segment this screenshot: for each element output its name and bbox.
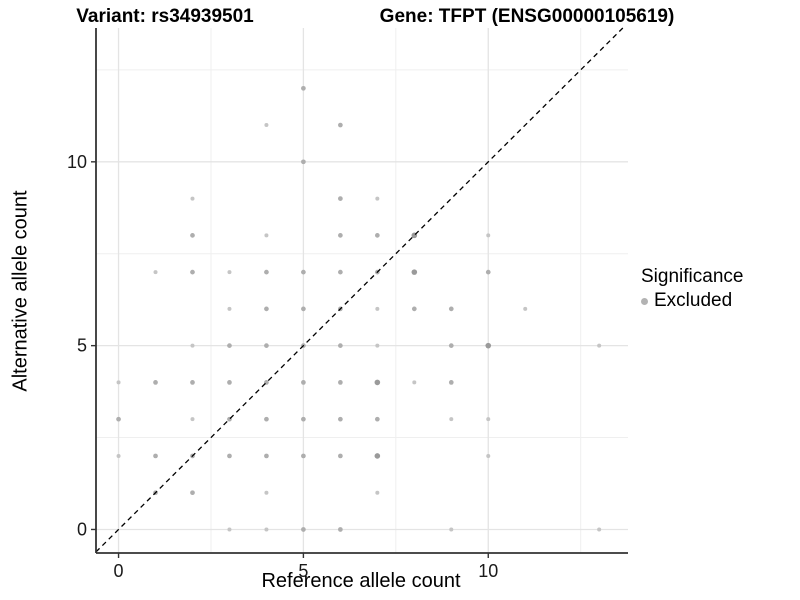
- data-point: [412, 380, 417, 385]
- data-point: [449, 527, 454, 532]
- data-point: [116, 453, 121, 458]
- data-point: [190, 233, 195, 238]
- x-tick-label: 10: [478, 561, 498, 581]
- data-point: [301, 159, 306, 165]
- data-point: [190, 269, 195, 275]
- data-point: [227, 380, 232, 385]
- data-point: [374, 379, 381, 386]
- data-point: [264, 490, 269, 495]
- data-point: [338, 343, 343, 348]
- data-point: [301, 380, 306, 385]
- data-point: [264, 233, 269, 238]
- data-point: [485, 342, 492, 349]
- legend-item-excluded: Excluded: [641, 290, 743, 312]
- data-point: [375, 490, 380, 495]
- data-point: [301, 269, 306, 275]
- data-point: [227, 306, 232, 311]
- data-point: [338, 416, 343, 422]
- data-point: [375, 196, 380, 201]
- data-point: [264, 527, 269, 532]
- data-point: [449, 417, 454, 422]
- data-point: [523, 306, 528, 311]
- data-point: [264, 123, 269, 128]
- data-point: [116, 416, 121, 422]
- data-point: [374, 453, 381, 459]
- legend-item-label: Excluded: [654, 290, 733, 311]
- data-point: [190, 196, 195, 201]
- y-tick-label: 0: [77, 519, 87, 539]
- y-tick-label: 10: [67, 152, 87, 172]
- data-point: [374, 233, 380, 238]
- data-point: [301, 85, 306, 91]
- data-point: [190, 380, 195, 385]
- data-point: [190, 490, 195, 496]
- y-tick-label: 5: [77, 336, 87, 356]
- data-point: [338, 122, 343, 128]
- data-point: [301, 416, 306, 422]
- x-tick-label: 0: [114, 561, 124, 581]
- identity-line: [95, 27, 624, 553]
- data-point: [448, 343, 454, 348]
- data-point: [411, 269, 418, 275]
- data-point: [264, 416, 269, 422]
- data-point: [264, 306, 269, 312]
- legend-title: Significance: [641, 266, 744, 287]
- plot-title-gene: Gene: TFPT (ENSG00000105619): [379, 6, 675, 27]
- data-point: [338, 233, 343, 238]
- data-point: [190, 343, 195, 348]
- data-point: [338, 380, 343, 385]
- data-point: [486, 417, 491, 422]
- data-point: [227, 270, 232, 275]
- data-point: [116, 380, 121, 385]
- data-point: [411, 306, 417, 312]
- x-axis-title: Reference allele count: [261, 570, 461, 592]
- data-point: [486, 453, 491, 458]
- data-point: [375, 343, 380, 348]
- data-point: [190, 417, 195, 422]
- data-point: [153, 380, 158, 385]
- legend: Significance Excluded: [641, 266, 743, 312]
- legend-point-icon: [641, 297, 648, 305]
- data-point: [486, 233, 491, 238]
- data-point: [227, 343, 232, 348]
- data-point: [227, 527, 232, 532]
- data-point: [264, 269, 269, 275]
- data-point: [227, 453, 232, 459]
- data-point: [448, 380, 454, 385]
- data-point: [264, 453, 269, 459]
- data-point: [153, 453, 158, 459]
- x-tick-label: 5: [298, 561, 308, 581]
- data-point: [301, 306, 306, 312]
- data-point: [338, 527, 343, 532]
- data-point: [485, 269, 491, 275]
- data-point: [301, 527, 306, 532]
- data-point: [153, 270, 158, 275]
- data-point: [597, 343, 602, 348]
- data-point: [374, 416, 380, 422]
- data-point: [338, 453, 343, 459]
- y-axis-title: Alternative allele count: [9, 190, 32, 392]
- plot-title-variant: Variant: rs34939501: [76, 6, 254, 27]
- data-point: [597, 527, 602, 532]
- data-point: [301, 453, 306, 459]
- data-point: [338, 196, 343, 201]
- data-point: [375, 306, 380, 311]
- data-point: [448, 306, 454, 312]
- data-point: [338, 269, 343, 275]
- data-point: [264, 343, 269, 348]
